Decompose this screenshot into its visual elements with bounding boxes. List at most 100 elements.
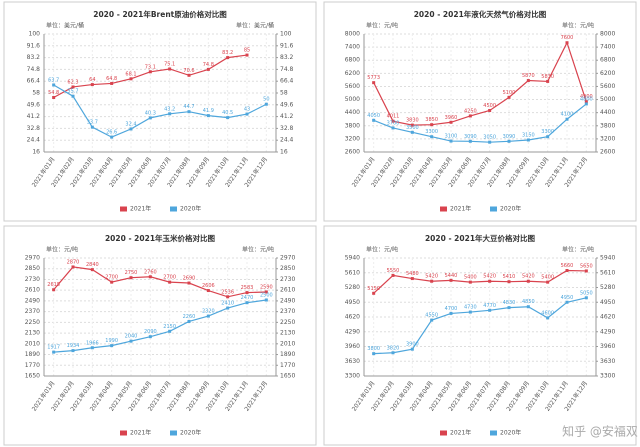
y2-tick-label: 4400: [600, 109, 615, 116]
y2-tick-label: 2250: [280, 319, 295, 326]
point: [90, 125, 94, 129]
point: [226, 56, 230, 60]
y2-tick-label: 24.4: [280, 137, 294, 144]
data-label: 3800: [367, 346, 380, 352]
y-tick-label: 2130: [25, 330, 40, 337]
point: [110, 280, 114, 284]
data-label: 3300: [541, 129, 554, 135]
y2-tick-label: 49.6: [280, 101, 294, 108]
y-tick-label: 4400: [345, 109, 360, 116]
data-label: 5420: [483, 274, 496, 280]
data-label: 3900: [406, 342, 419, 348]
data-label: 40.5: [222, 110, 233, 116]
data-label: 2583: [241, 285, 254, 291]
series-line: [53, 299, 267, 353]
y-axis-label: 单位：元/吨: [46, 246, 78, 254]
data-label: 1934: [67, 343, 80, 349]
legend-swatch: [440, 430, 447, 436]
point: [110, 135, 114, 139]
data-label: 2760: [144, 269, 157, 275]
point: [391, 351, 395, 355]
data-label: 1917: [47, 345, 60, 351]
point: [264, 298, 268, 302]
data-label: 68.1: [125, 71, 136, 77]
y2-tick-label: 2130: [280, 330, 295, 337]
data-label: 83.2: [222, 50, 233, 56]
point: [391, 126, 395, 130]
point: [488, 279, 492, 283]
point: [110, 81, 114, 85]
point: [245, 112, 249, 116]
point: [507, 139, 511, 143]
point: [391, 273, 395, 277]
data-label: 1966: [86, 340, 99, 346]
data-label: 5773: [367, 75, 380, 81]
legend-label: 2020年: [500, 205, 521, 213]
data-label: 5650: [580, 263, 593, 269]
y2-tick-label: 4290: [600, 328, 615, 335]
y-tick-label: 1770: [25, 362, 40, 369]
data-label: 3150: [522, 132, 535, 138]
y-tick-label: 32.8: [27, 125, 41, 132]
y-tick-label: 7400: [345, 44, 360, 51]
series-line: [373, 297, 587, 355]
point: [206, 114, 210, 118]
legend-swatch: [440, 206, 447, 212]
data-label: 5440: [445, 273, 458, 279]
point: [187, 110, 191, 114]
data-label: 4900: [580, 94, 593, 100]
chart-title: 2020 - 2021年Brent原油价格对比图: [93, 9, 227, 19]
point: [565, 269, 569, 273]
y2-tick-label: 7400: [600, 44, 615, 51]
y-tick-label: 2370: [25, 308, 40, 315]
data-label: 4830: [503, 300, 516, 306]
data-label: 3050: [483, 135, 496, 141]
point: [129, 77, 133, 81]
y-tick-label: 3800: [345, 122, 360, 129]
data-label: 64: [89, 77, 95, 83]
data-label: 3500: [406, 125, 419, 131]
panel: [323, 225, 637, 446]
data-label: 2870: [67, 259, 80, 265]
y2-tick-label: 5940: [600, 255, 615, 262]
y-tick-label: 3960: [345, 343, 360, 350]
y2-tick-label: 5000: [600, 96, 615, 103]
legend-label: 2020年: [500, 429, 521, 437]
y2-tick-label: 2730: [280, 276, 295, 283]
panel: [3, 225, 317, 446]
legend-label: 2020年: [180, 429, 201, 437]
data-label: 3700: [387, 120, 400, 126]
y2-tick-label: 2010: [280, 340, 295, 347]
point: [372, 291, 376, 295]
y2-axis-label: 单位：元/吨: [242, 246, 274, 254]
point: [546, 280, 550, 284]
data-label: 7600: [561, 35, 574, 41]
data-label: 2536: [221, 289, 234, 295]
data-label: 5870: [522, 73, 535, 79]
y2-tick-label: 5610: [600, 269, 615, 276]
point: [410, 347, 414, 351]
y2-tick-label: 83.2: [280, 54, 294, 61]
y2-tick-label: 66.4: [280, 78, 294, 85]
panel: [323, 1, 637, 222]
legend-swatch: [120, 430, 127, 436]
y2-axis-label: 单位：元/吨: [562, 246, 594, 254]
y-tick-label: 2970: [25, 255, 40, 262]
y2-tick-label: 74.8: [280, 66, 294, 73]
point: [264, 290, 268, 294]
point: [449, 311, 453, 315]
y-tick-label: 5940: [345, 255, 360, 262]
data-label: 2590: [260, 284, 273, 290]
point: [206, 289, 210, 293]
legend-label: 2020年: [180, 205, 201, 213]
data-label: 4011: [387, 114, 400, 120]
y-axis-label: 单位：元/吨: [366, 246, 398, 254]
point: [52, 95, 56, 99]
y2-tick-label: 3800: [600, 122, 615, 129]
y2-tick-label: 4950: [600, 299, 615, 306]
data-label: 2260: [183, 314, 196, 320]
point: [546, 135, 550, 139]
point: [129, 339, 133, 343]
point: [372, 352, 376, 356]
y2-tick-label: 3300: [600, 373, 615, 380]
